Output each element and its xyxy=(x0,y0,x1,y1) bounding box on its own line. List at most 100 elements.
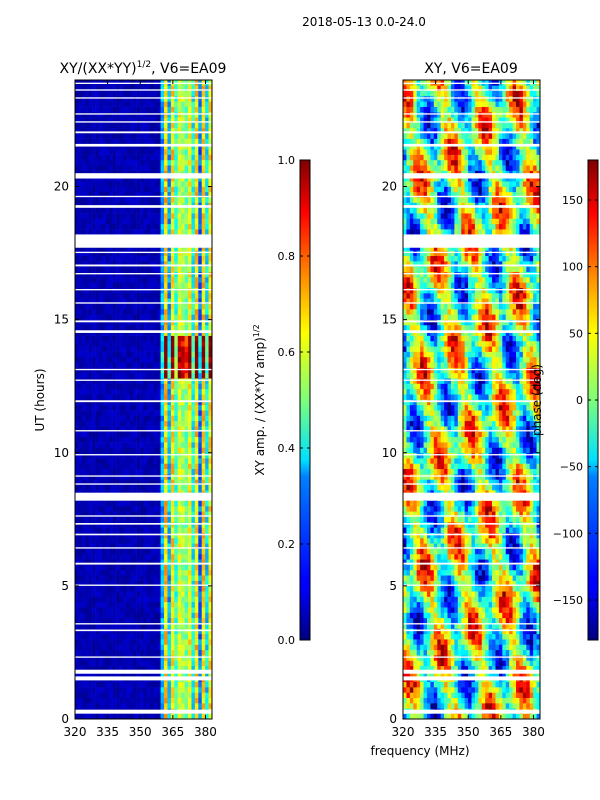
data-gap-band xyxy=(75,515,212,517)
data-gap-band xyxy=(75,430,212,432)
data-gap-band xyxy=(403,113,540,115)
data-gap-band xyxy=(403,173,540,179)
data-gap-band xyxy=(75,131,212,134)
panel2-ytick-label: 15 xyxy=(382,313,397,327)
panel2-xtick-label: 380 xyxy=(522,725,545,739)
colorbar1-label-exponent: 1/2 xyxy=(252,324,261,337)
data-gap-band xyxy=(403,121,540,123)
data-gap-band xyxy=(75,273,212,275)
panel2-xtick-label: 335 xyxy=(424,725,447,739)
data-gap-band xyxy=(75,368,212,371)
data-gap-band xyxy=(75,709,212,714)
panel1-heatmap xyxy=(75,80,212,719)
data-gap-band xyxy=(75,523,212,525)
colorbar1-tick-label: 1.0 xyxy=(278,154,296,167)
panel1-colorbar-ticks: 0.0 0.2 0.4 0.6 0.8 1.0 xyxy=(278,154,310,647)
panel1-title-prefix: XY/(XX*YY) xyxy=(60,61,137,77)
data-gap-band xyxy=(75,475,212,477)
data-gap-band xyxy=(403,515,540,517)
data-gap-band xyxy=(75,492,212,501)
data-gap-band xyxy=(403,533,540,536)
panel1-xtick-label: 320 xyxy=(64,725,87,739)
panel2-ytick-label: 5 xyxy=(389,579,397,593)
data-gap-band xyxy=(403,454,540,456)
data-gap-band xyxy=(403,584,540,586)
colorbar2-tick-label: 50 xyxy=(569,327,583,340)
data-gap-band xyxy=(403,131,540,134)
colorbar1-tick-label: 0.8 xyxy=(278,250,296,263)
data-gap-band xyxy=(403,273,540,275)
colorbar2-tick-label: 100 xyxy=(562,261,583,274)
panel2-ytick-label: 20 xyxy=(382,180,397,194)
data-gap-band xyxy=(403,676,540,681)
panel2-ytick-label: 10 xyxy=(382,446,397,460)
data-gap-band xyxy=(75,623,212,625)
panel1-colorbar xyxy=(299,159,311,641)
panel1-title-exponent: 1/2 xyxy=(137,60,151,70)
data-gap-band xyxy=(75,143,212,147)
panel2-colorbar-ticks: −150 −100 −50 0 50 100 150 xyxy=(553,194,598,607)
panel1-axes: 320 335 350 365 380 0 5 10 15 20 xyxy=(54,80,217,739)
data-gap-band xyxy=(403,251,540,254)
data-gap-band xyxy=(403,483,540,485)
data-gap-band xyxy=(403,320,540,323)
data-gap-band xyxy=(403,430,540,432)
data-gap-band xyxy=(75,533,212,536)
data-gap-band xyxy=(403,562,540,565)
data-gap-band xyxy=(403,629,540,632)
data-gap-band xyxy=(75,669,212,674)
colorbar1-tick-label: 0.2 xyxy=(278,538,296,551)
data-gap-band xyxy=(75,251,212,254)
data-gap-band xyxy=(75,320,212,323)
panel2-axes: 320 335 350 365 380 0 5 10 15 20 xyxy=(382,80,545,739)
data-gap-band xyxy=(403,400,540,403)
data-gap-band xyxy=(75,121,212,123)
data-gap-band xyxy=(403,289,540,291)
panel2-xtick-label: 320 xyxy=(392,725,415,739)
panel1-ytick-label: 10 xyxy=(54,446,69,460)
panel1-xtick-label: 365 xyxy=(161,725,184,739)
data-gap-band xyxy=(403,264,540,267)
data-gap-band xyxy=(75,264,212,267)
data-gap-band xyxy=(403,547,540,549)
colorbar1-tick-label: 0.6 xyxy=(278,346,296,359)
figure-xlabel: frequency (MHz) xyxy=(370,744,469,758)
panel1-ytick-label: 15 xyxy=(54,313,69,327)
panel2-ytick-label: 0 xyxy=(389,712,397,726)
data-gap-band xyxy=(403,330,540,333)
panel2-xtick-label: 365 xyxy=(489,725,512,739)
colorbar2-tick-label: −50 xyxy=(560,461,583,474)
data-gap-band xyxy=(403,379,540,381)
data-gap-band xyxy=(75,195,212,198)
data-gap-band xyxy=(403,368,540,371)
data-gap-band xyxy=(75,379,212,381)
colorbar1-tick-label: 0.0 xyxy=(278,634,296,647)
data-gap-band xyxy=(403,656,540,658)
data-gap-band xyxy=(75,97,212,99)
data-gap-band xyxy=(403,82,540,84)
panel1-ytick-label: 20 xyxy=(54,180,69,194)
panel1-xtick-label: 335 xyxy=(96,725,119,739)
data-gap-band xyxy=(75,547,212,549)
panel1-colorbar-label: XY amp. / (XX*YY amp)1/2 xyxy=(252,324,267,475)
data-gap-band xyxy=(75,656,212,658)
data-gap-band xyxy=(75,584,212,586)
panel2-title: XY, V6=EA09 xyxy=(424,61,518,77)
data-gap-band xyxy=(75,676,212,681)
data-gap-band xyxy=(75,113,212,115)
panel2-xtick-label: 350 xyxy=(457,725,480,739)
figure-suptitle: 2018-05-13 0.0-24.0 xyxy=(302,15,426,29)
data-gap-band xyxy=(75,205,212,208)
colorbar1-label-prefix: XY amp. / (XX*YY amp) xyxy=(253,337,267,475)
panel1-ylabel: UT (hours) xyxy=(33,368,47,431)
data-gap-band xyxy=(75,289,212,291)
panel1-ytick-label: 0 xyxy=(61,712,69,726)
panel2-frame xyxy=(402,79,541,720)
data-gap-band xyxy=(403,492,540,501)
data-gap-band xyxy=(75,173,212,179)
data-gap-band xyxy=(403,523,540,525)
data-gap-band xyxy=(75,330,212,333)
data-gap-band xyxy=(403,669,540,674)
data-gap-band xyxy=(75,454,212,456)
